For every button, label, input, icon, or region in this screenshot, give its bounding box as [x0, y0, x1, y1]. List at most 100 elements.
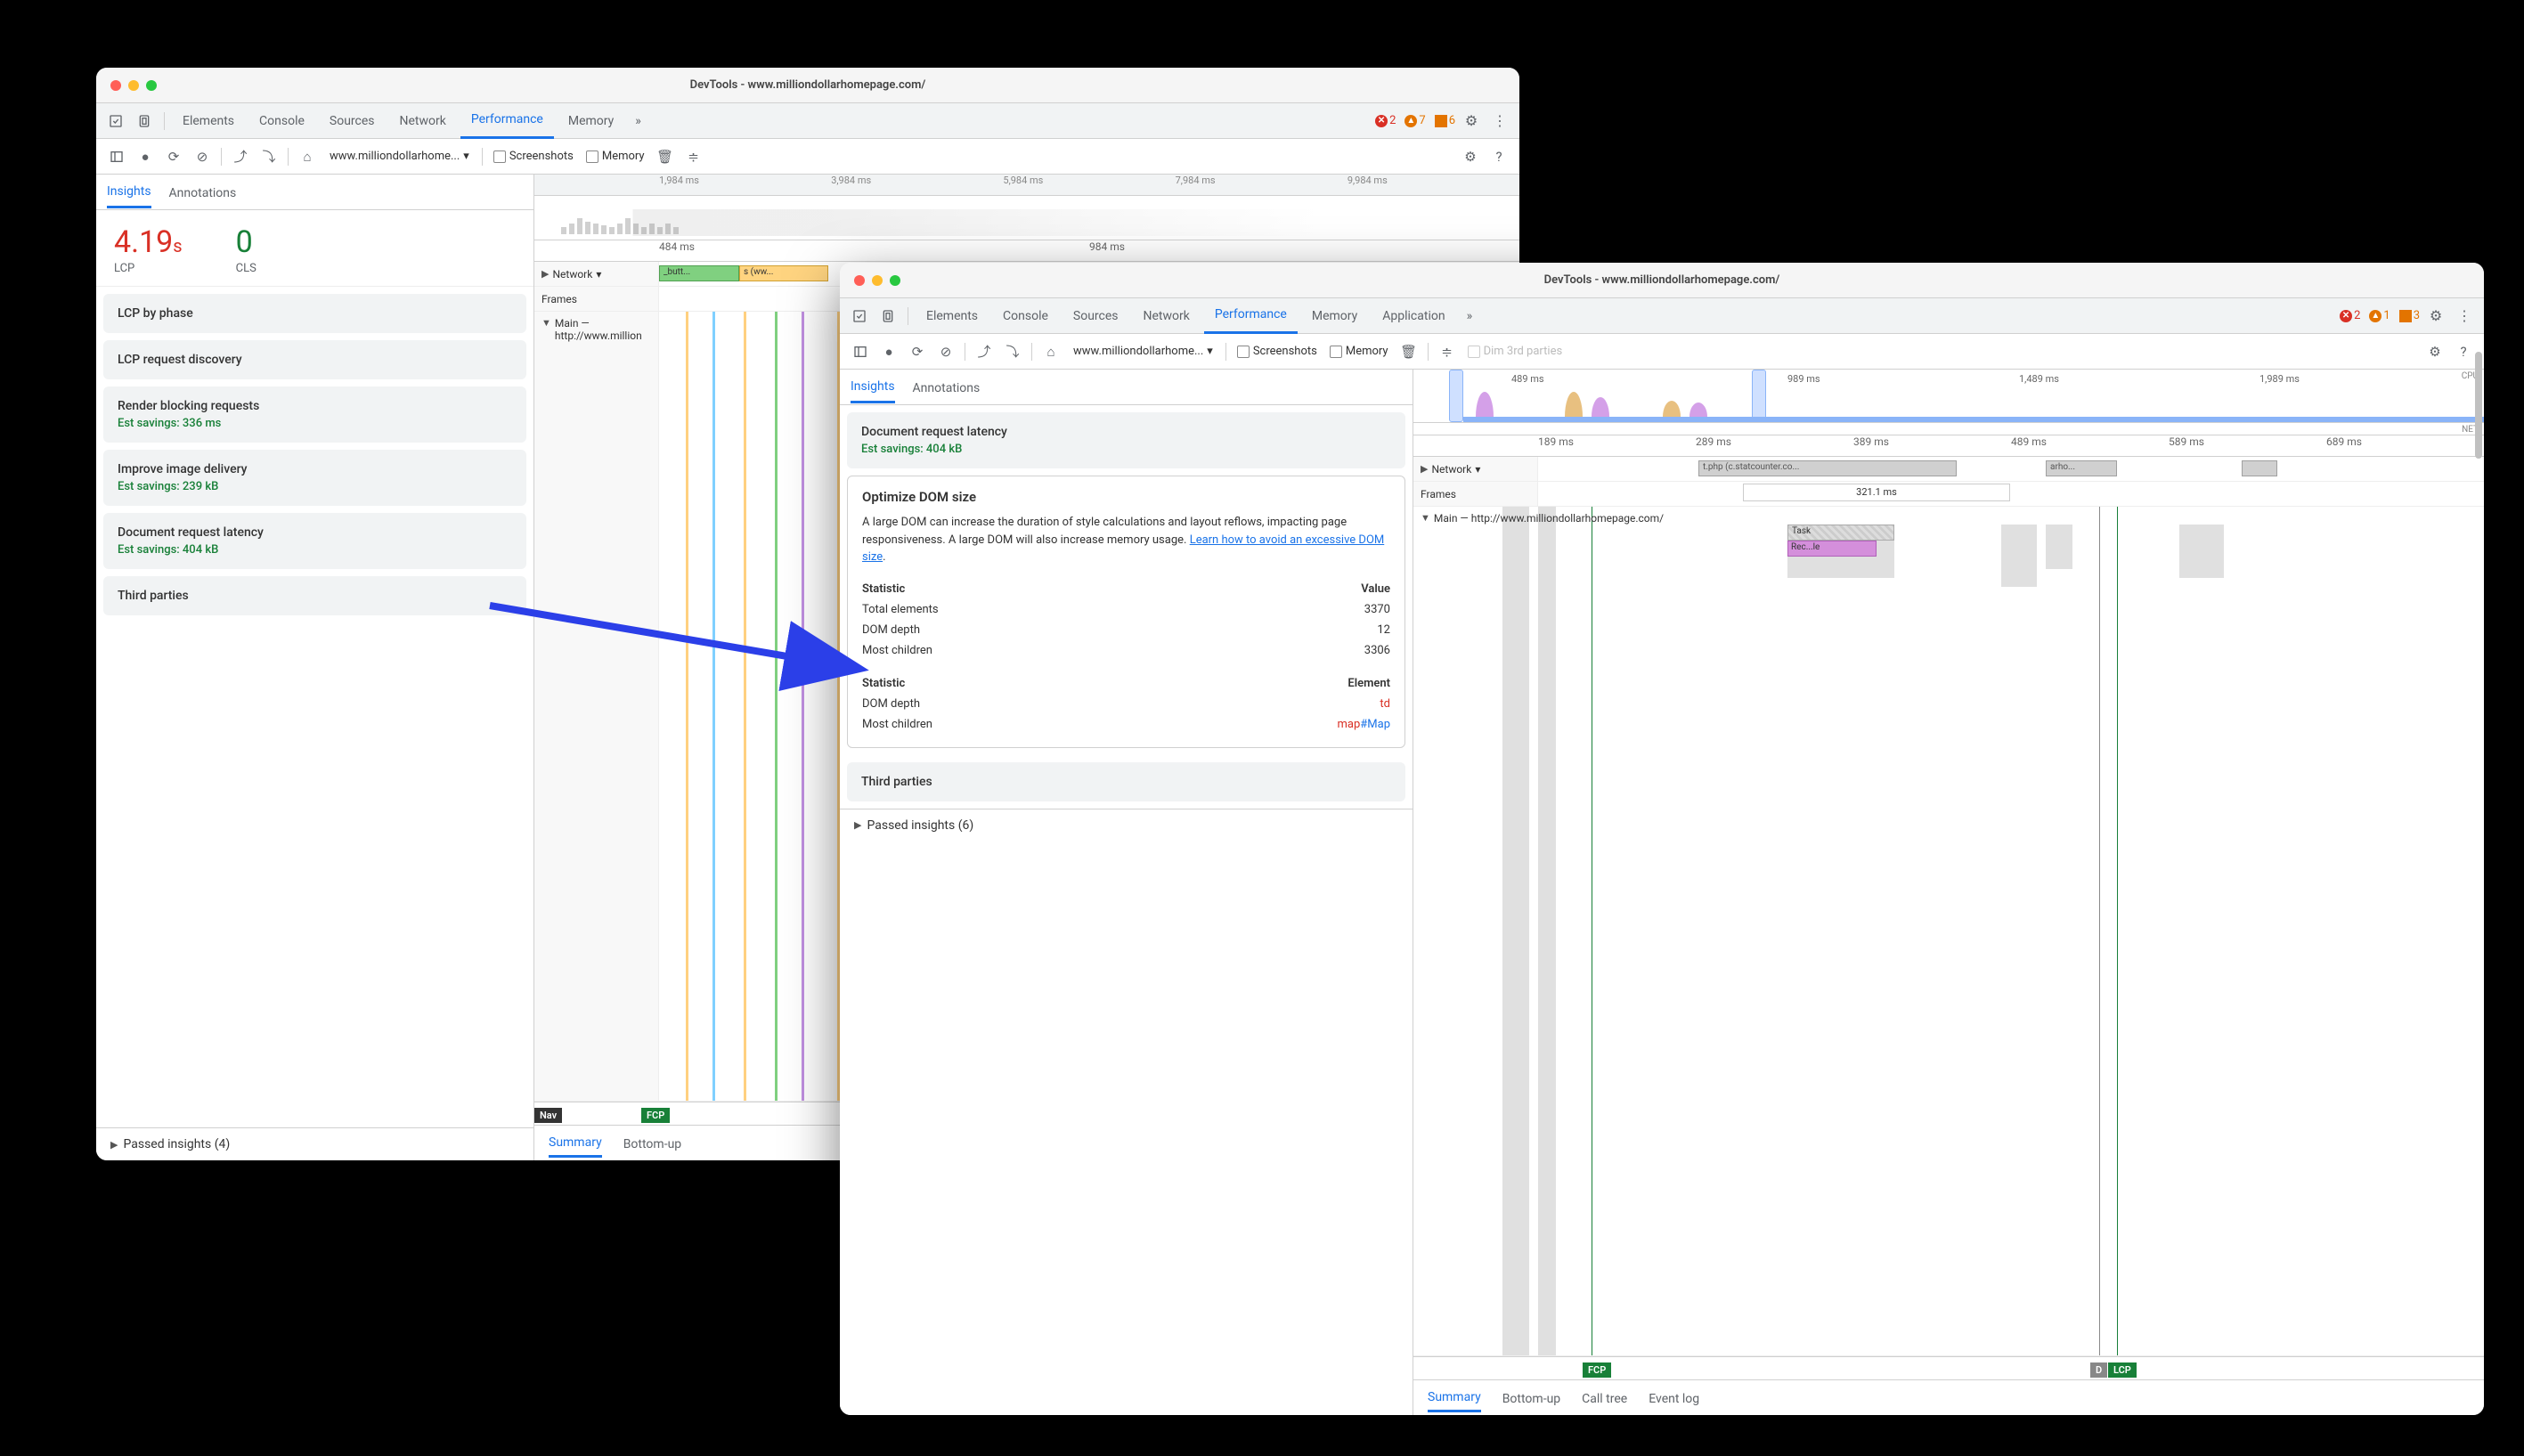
- network-item[interactable]: [2242, 460, 2277, 476]
- bottom-tab-eventlog[interactable]: Event log: [1649, 1385, 1699, 1411]
- minimize-window-button[interactable]: [128, 80, 139, 91]
- frames-track[interactable]: Frames 321.1 ms: [1413, 482, 2484, 507]
- time-ruler-detail[interactable]: 189 ms 289 ms 389 ms 489 ms 589 ms 689 m…: [1413, 435, 2484, 457]
- home-icon[interactable]: ⌂: [294, 143, 321, 170]
- network-item[interactable]: _butt...: [659, 265, 739, 281]
- dim-3rd-parties-checkbox[interactable]: Dim 3rd parties: [1462, 345, 1568, 358]
- tab-elements[interactable]: Elements: [172, 103, 245, 139]
- clear-icon[interactable]: ⊘: [189, 143, 216, 170]
- tab-network[interactable]: Network: [389, 103, 457, 139]
- settings-gear-icon[interactable]: ⚙: [1459, 112, 1484, 129]
- tab-performance[interactable]: Performance: [1204, 298, 1298, 334]
- minimize-window-button[interactable]: [872, 275, 883, 286]
- main-track[interactable]: ▼Main — http://www.milliondollarhomepage…: [1413, 507, 2484, 1356]
- kebab-menu-icon[interactable]: ⋮: [1487, 112, 1512, 129]
- subtab-annotations[interactable]: Annotations: [913, 372, 981, 403]
- help-icon[interactable]: ?: [2450, 338, 2477, 365]
- close-window-button[interactable]: [110, 80, 121, 91]
- network-item[interactable]: t.php (c.statcounter.co...: [1698, 460, 1957, 476]
- nav-marker[interactable]: Nav: [534, 1108, 562, 1123]
- tab-sources[interactable]: Sources: [1063, 298, 1129, 334]
- tab-memory[interactable]: Memory: [558, 103, 624, 139]
- settings-icon[interactable]: ⚙: [2422, 338, 2448, 365]
- passed-insights-toggle[interactable]: ▶Passed insights (4): [96, 1127, 533, 1160]
- fcp-marker[interactable]: FCP: [1583, 1362, 1611, 1378]
- network-item[interactable]: s (ww...: [739, 265, 828, 281]
- passed-insights-toggle[interactable]: ▶Passed insights (6): [840, 809, 1413, 842]
- tab-sources[interactable]: Sources: [319, 103, 386, 139]
- tab-network[interactable]: Network: [1133, 298, 1201, 334]
- download-icon[interactable]: ⤵: [256, 143, 282, 170]
- upload-icon[interactable]: ⤴: [227, 143, 254, 170]
- tab-elements[interactable]: Elements: [916, 298, 989, 334]
- lcp-metric[interactable]: 4.19s LCP: [114, 224, 183, 275]
- task-block[interactable]: Task: [1787, 525, 1894, 541]
- subtab-insights[interactable]: Insights: [107, 175, 151, 208]
- titlebar[interactable]: DevTools - www.milliondollarhomepage.com…: [840, 263, 2484, 298]
- insight-doc-latency[interactable]: Document request latency Est savings: 40…: [847, 412, 1405, 468]
- insight-card[interactable]: Render blocking requestsEst savings: 336…: [103, 386, 526, 443]
- flame-block[interactable]: Rec...le: [1787, 541, 1877, 557]
- reload-icon[interactable]: ⟳: [904, 338, 931, 365]
- tab-console[interactable]: Console: [992, 298, 1059, 334]
- shortcuts-icon[interactable]: ≑: [680, 143, 707, 170]
- toggle-sidebar-icon[interactable]: [847, 338, 874, 365]
- network-track[interactable]: ▶Network▾ t.php (c.statcounter.co... arh…: [1413, 457, 2484, 482]
- subtab-annotations[interactable]: Annotations: [169, 177, 237, 207]
- frame-duration[interactable]: 321.1 ms: [1743, 484, 2010, 501]
- insight-card[interactable]: Third parties: [103, 576, 526, 615]
- bottom-tab-summary[interactable]: Summary: [1428, 1383, 1481, 1412]
- maximize-window-button[interactable]: [146, 80, 157, 91]
- url-dropdown[interactable]: www.milliondollarhome...▾: [1066, 345, 1220, 358]
- timeline-minimap[interactable]: [534, 196, 1519, 240]
- gc-icon[interactable]: 🗑: [1396, 338, 1422, 365]
- network-item[interactable]: arho...: [2046, 460, 2117, 476]
- more-tabs-chevron[interactable]: »: [1460, 309, 1480, 323]
- minimap-handle-right[interactable]: [1752, 370, 1766, 422]
- tab-performance[interactable]: Performance: [460, 103, 554, 139]
- close-window-button[interactable]: [854, 275, 865, 286]
- home-icon[interactable]: ⌂: [1038, 338, 1064, 365]
- inspect-icon[interactable]: [103, 109, 128, 134]
- d-marker[interactable]: D: [2090, 1362, 2107, 1378]
- device-icon[interactable]: [875, 304, 900, 329]
- clear-icon[interactable]: ⊘: [932, 338, 959, 365]
- tab-application[interactable]: Application: [1372, 298, 1455, 334]
- subtab-insights[interactable]: Insights: [851, 370, 895, 403]
- scrollbar-vertical[interactable]: [2475, 370, 2482, 459]
- settings-gear-icon[interactable]: ⚙: [2423, 307, 2448, 324]
- insight-card[interactable]: Improve image deliveryEst savings: 239 k…: [103, 450, 526, 506]
- kebab-menu-icon[interactable]: ⋮: [2452, 307, 2477, 324]
- titlebar[interactable]: DevTools - www.milliondollarhomepage.com…: [96, 68, 1519, 103]
- bottom-tab-bottomup[interactable]: Bottom-up: [1502, 1385, 1560, 1411]
- insight-third-parties[interactable]: Third parties: [847, 762, 1405, 801]
- cls-metric[interactable]: 0 CLS: [236, 224, 256, 275]
- fcp-marker[interactable]: FCP: [641, 1108, 670, 1123]
- download-icon[interactable]: ⤵: [999, 338, 1026, 365]
- bottom-tab-calltree[interactable]: Call tree: [1582, 1385, 1627, 1411]
- tab-memory[interactable]: Memory: [1301, 298, 1368, 334]
- tab-console[interactable]: Console: [248, 103, 315, 139]
- maximize-window-button[interactable]: [890, 275, 900, 286]
- insight-card[interactable]: Document request latencyEst savings: 404…: [103, 513, 526, 569]
- bottom-tab-summary[interactable]: Summary: [549, 1128, 602, 1158]
- lcp-marker[interactable]: LCP: [2108, 1362, 2137, 1378]
- settings-icon[interactable]: ⚙: [1457, 143, 1484, 170]
- insight-optimize-dom[interactable]: Optimize DOM size A large DOM can increa…: [847, 476, 1405, 748]
- error-badges[interactable]: ✕2 ▲1 3: [2340, 309, 2420, 322]
- more-tabs-chevron[interactable]: »: [628, 114, 648, 128]
- record-icon[interactable]: ●: [132, 143, 159, 170]
- minimap-handle-left[interactable]: [1449, 370, 1463, 422]
- insight-card[interactable]: LCP request discovery: [103, 340, 526, 379]
- gc-icon[interactable]: 🗑: [652, 143, 679, 170]
- url-dropdown[interactable]: www.milliondollarhome...▾: [322, 150, 476, 163]
- error-badges[interactable]: ✕2 ▲7 6: [1375, 114, 1455, 127]
- device-icon[interactable]: [132, 109, 157, 134]
- toggle-sidebar-icon[interactable]: [103, 143, 130, 170]
- memory-checkbox[interactable]: Memory: [581, 150, 650, 163]
- record-icon[interactable]: ●: [875, 338, 902, 365]
- time-ruler-overview[interactable]: 1,984 ms 3,984 ms 5,984 ms 7,984 ms 9,98…: [534, 175, 1519, 196]
- time-ruler-detail[interactable]: 484 ms 984 ms: [534, 240, 1519, 262]
- bottom-tab-bottomup[interactable]: Bottom-up: [623, 1130, 681, 1157]
- memory-checkbox[interactable]: Memory: [1324, 345, 1394, 358]
